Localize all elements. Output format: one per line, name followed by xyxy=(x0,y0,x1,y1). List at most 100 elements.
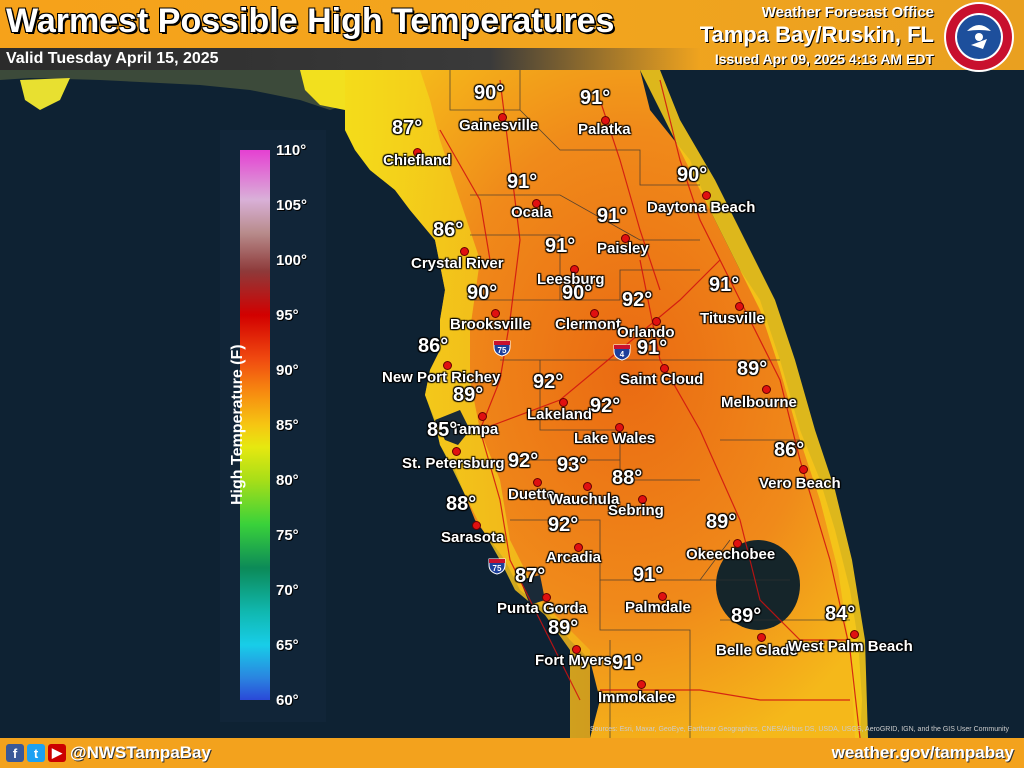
legend-tick: 90° xyxy=(276,362,299,379)
temp-ocala: 91° xyxy=(507,171,538,193)
city-dot-immokalee[interactable] xyxy=(637,680,646,689)
temp-orlando: 92° xyxy=(622,289,653,311)
interstate-75-shield-north: 75 xyxy=(493,340,511,357)
city-dot-titusville[interactable] xyxy=(735,302,744,311)
city-dot-new-port-richey[interactable] xyxy=(443,361,452,370)
city-label-palmdale: Palmdale xyxy=(625,599,691,616)
city-dot-duette[interactable] xyxy=(533,478,542,487)
tampa-bay xyxy=(435,410,470,445)
city-dot-paisley[interactable] xyxy=(621,234,630,243)
city-dot-ocala[interactable] xyxy=(532,199,541,208)
city-dot-sebring[interactable] xyxy=(638,495,647,504)
lake-okeechobee xyxy=(716,540,800,630)
city-label-paisley: Paisley xyxy=(597,240,649,257)
temp-immokalee: 91° xyxy=(612,652,643,674)
city-dot-crystal-river[interactable] xyxy=(460,247,469,256)
temp-tampa: 89° xyxy=(453,384,484,406)
legend-tick: 65° xyxy=(276,637,299,654)
city-label-brooksville: Brooksville xyxy=(450,316,531,333)
temp-clermont: 90° xyxy=(562,282,593,304)
temp-belle-glade: 89° xyxy=(731,605,762,627)
social-handle[interactable]: @NWSTampaBay xyxy=(70,743,211,762)
city-dot-west-palm-beach[interactable] xyxy=(850,630,859,639)
city-label-tampa: Tampa xyxy=(451,421,499,438)
panhandle-land xyxy=(0,70,345,110)
temp-palatka: 91° xyxy=(580,87,611,109)
city-dot-wauchula[interactable] xyxy=(583,482,592,491)
city-dot-sarasota[interactable] xyxy=(472,521,481,530)
legend-tick: 105° xyxy=(276,197,308,214)
temp-fort-myers: 89° xyxy=(548,617,579,639)
city-label-new-port-richey: New Port Richey xyxy=(382,369,501,386)
city-dot-saint-cloud[interactable] xyxy=(660,364,669,373)
temp-lake-wales: 92° xyxy=(590,395,621,417)
city-dot-chiefland[interactable] xyxy=(413,148,422,157)
temp-leesburg: 91° xyxy=(545,235,576,257)
temp-arcadia: 92° xyxy=(548,514,579,536)
temp-st-petersburg: 85° xyxy=(427,419,458,441)
city-dot-gainesville[interactable] xyxy=(498,113,507,122)
legend-color-bar xyxy=(240,150,270,700)
svg-text:4: 4 xyxy=(620,350,625,359)
city-label-lakeland: Lakeland xyxy=(527,406,593,423)
city-dot-punta-gorda[interactable] xyxy=(542,593,551,602)
legend-tick: 75° xyxy=(276,527,299,544)
temp-palmdale: 91° xyxy=(633,564,664,586)
city-label-saint-cloud: Saint Cloud xyxy=(620,371,704,388)
city-dot-lakeland[interactable] xyxy=(559,398,568,407)
city-label-sarasota: Sarasota xyxy=(441,529,505,546)
city-dot-melbourne[interactable] xyxy=(762,385,771,394)
city-label-orlando: Orlando xyxy=(617,324,675,341)
map-attribution: Sources: Esri, Maxar, GeoEye, Earthstar … xyxy=(590,726,1009,733)
temp-chiefland: 87° xyxy=(392,117,423,139)
city-dot-clermont[interactable] xyxy=(590,309,599,318)
temp-saint-cloud: 91° xyxy=(637,337,668,359)
city-dot-orlando[interactable] xyxy=(652,317,661,326)
city-label-clermont: Clermont xyxy=(555,316,621,333)
city-dot-palmdale[interactable] xyxy=(658,592,667,601)
city-dot-st-petersburg[interactable] xyxy=(452,447,461,456)
city-label-gainesville: Gainesville xyxy=(459,117,539,134)
interstate-75-shield-south: 75 xyxy=(488,558,506,575)
svg-text:75: 75 xyxy=(493,564,502,573)
interstate-4-shield: 4 xyxy=(613,344,631,361)
city-label-wauchula: Wauchula xyxy=(549,491,620,508)
temp-gainesville: 90° xyxy=(474,82,505,104)
city-label-chiefland: Chiefland xyxy=(383,152,452,169)
city-dot-belle-glade[interactable] xyxy=(757,633,766,642)
website-link[interactable]: weather.gov/tampabay xyxy=(831,743,1014,762)
city-dot-daytona-beach[interactable] xyxy=(702,191,711,200)
legend-tick: 110° xyxy=(276,142,307,159)
city-label-duette: Duette xyxy=(508,486,555,503)
city-dot-arcadia[interactable] xyxy=(574,543,583,552)
city-label-vero-beach: Vero Beach xyxy=(759,475,841,492)
city-dot-brooksville[interactable] xyxy=(491,309,500,318)
city-dot-leesburg[interactable] xyxy=(570,265,579,274)
city-dot-lake-wales[interactable] xyxy=(615,423,624,432)
legend-tick: 100° xyxy=(276,252,308,269)
city-label-sebring: Sebring xyxy=(608,502,664,519)
temp-punta-gorda: 87° xyxy=(515,565,546,587)
city-dot-okeechobee[interactable] xyxy=(733,539,742,548)
temp-crystal-river: 86° xyxy=(433,219,464,241)
youtube-icon[interactable]: ▶ xyxy=(48,744,66,762)
city-dot-vero-beach[interactable] xyxy=(799,465,808,474)
city-label-punta-gorda: Punta Gorda xyxy=(497,600,588,617)
city-label-fort-myers: Fort Myers xyxy=(535,652,612,669)
city-dot-palatka[interactable] xyxy=(601,116,610,125)
twitter-icon[interactable]: t xyxy=(27,744,45,762)
temp-sebring: 88° xyxy=(612,467,643,489)
facebook-icon[interactable]: f xyxy=(6,744,24,762)
city-label-belle-glade: Belle Glade xyxy=(716,642,798,659)
city-label-crystal-river: Crystal River xyxy=(411,255,504,272)
temp-wauchula: 93° xyxy=(557,454,588,476)
city-label-west-palm-beach: West Palm Beach xyxy=(788,638,913,655)
temp-daytona-beach: 90° xyxy=(677,164,708,186)
temp-paisley: 91° xyxy=(597,205,628,227)
city-dot-fort-myers[interactable] xyxy=(572,645,581,654)
temp-vero-beach: 86° xyxy=(774,439,805,461)
city-dot-tampa[interactable] xyxy=(478,412,487,421)
city-label-immokalee: Immokalee xyxy=(598,689,676,706)
nws-logo[interactable] xyxy=(943,1,1015,73)
